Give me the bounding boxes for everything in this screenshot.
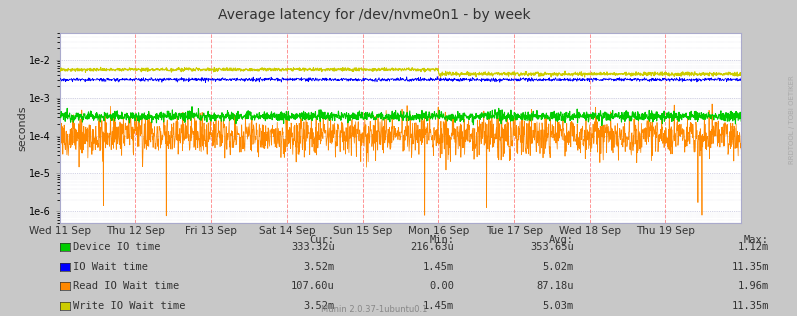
Text: 333.32u: 333.32u — [291, 242, 335, 252]
Text: IO Wait time: IO Wait time — [73, 262, 148, 272]
Text: 353.65u: 353.65u — [530, 242, 574, 252]
Text: 1.45m: 1.45m — [423, 262, 454, 272]
Text: Cur:: Cur: — [310, 235, 335, 246]
Text: Max:: Max: — [744, 235, 769, 246]
Text: Munin 2.0.37-1ubuntu0.1: Munin 2.0.37-1ubuntu0.1 — [321, 306, 428, 314]
Text: 1.12m: 1.12m — [738, 242, 769, 252]
Text: 1.96m: 1.96m — [738, 281, 769, 291]
Text: Read IO Wait time: Read IO Wait time — [73, 281, 179, 291]
Y-axis label: seconds: seconds — [18, 105, 27, 151]
Text: 0.00: 0.00 — [430, 281, 454, 291]
Text: 87.18u: 87.18u — [536, 281, 574, 291]
Text: Avg:: Avg: — [549, 235, 574, 246]
Text: 11.35m: 11.35m — [732, 301, 769, 311]
Text: 5.03m: 5.03m — [543, 301, 574, 311]
Text: 216.63u: 216.63u — [410, 242, 454, 252]
Text: 11.35m: 11.35m — [732, 262, 769, 272]
Text: 5.02m: 5.02m — [543, 262, 574, 272]
Text: Write IO Wait time: Write IO Wait time — [73, 301, 186, 311]
Text: 3.52m: 3.52m — [304, 262, 335, 272]
Text: RRDTOOL / TOBI OETIKER: RRDTOOL / TOBI OETIKER — [789, 76, 795, 164]
Text: 3.52m: 3.52m — [304, 301, 335, 311]
Text: Device IO time: Device IO time — [73, 242, 161, 252]
Text: Average latency for /dev/nvme0n1 - by week: Average latency for /dev/nvme0n1 - by we… — [218, 8, 531, 22]
Text: 107.60u: 107.60u — [291, 281, 335, 291]
Text: 1.45m: 1.45m — [423, 301, 454, 311]
Text: Min:: Min: — [430, 235, 454, 246]
